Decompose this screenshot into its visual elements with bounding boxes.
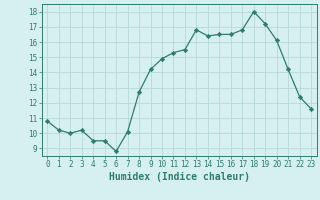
X-axis label: Humidex (Indice chaleur): Humidex (Indice chaleur): [109, 172, 250, 182]
